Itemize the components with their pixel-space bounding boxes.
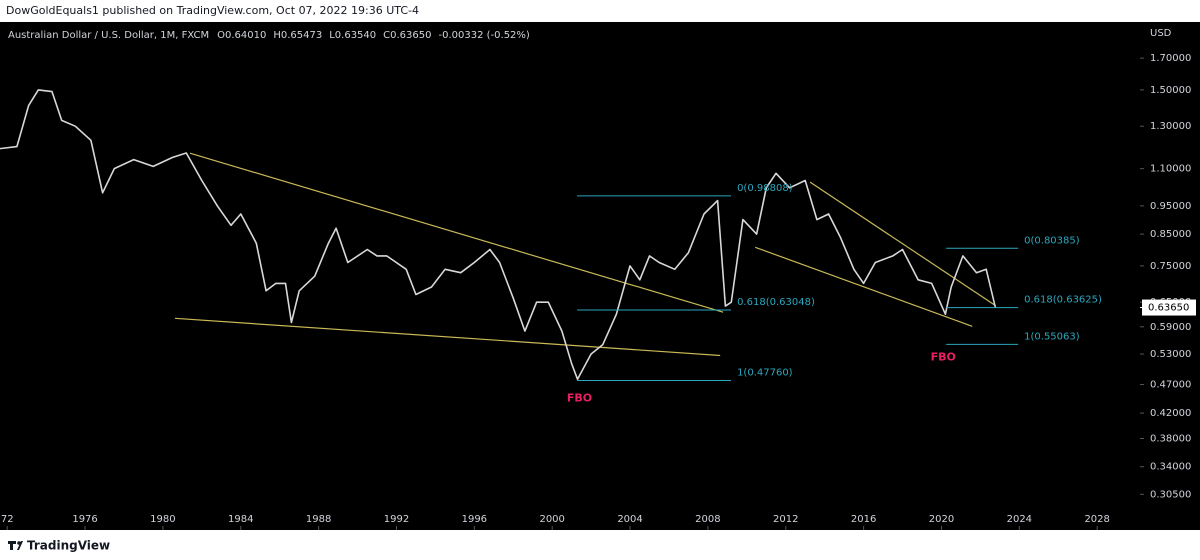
x-tick-label: 1992 (384, 514, 409, 525)
byline: DowGoldEquals1 published on TradingView.… (6, 4, 419, 17)
x-tick-label: 1984 (228, 514, 253, 525)
trendline (809, 181, 996, 306)
x-tick-label: 1976 (72, 514, 97, 525)
x-tick-label: 2004 (617, 514, 642, 525)
y-tick-label: 0.34000 (1150, 462, 1191, 473)
x-tick-label: 72 (1, 514, 14, 525)
y-tick-label: 1.70000 (1150, 53, 1191, 64)
y-tick-label: 0.85000 (1150, 229, 1191, 240)
x-tick-label: 2020 (929, 514, 954, 525)
y-tick-label: 0.30500 (1150, 489, 1191, 500)
y-tick-label: 0.95000 (1150, 201, 1191, 212)
brand-logo (8, 541, 23, 550)
fib-label: 1(0.47760) (737, 367, 793, 378)
trendline (754, 246, 973, 327)
fib-label: 1(0.55063) (1024, 331, 1080, 342)
y-tick-label: 0.53000 (1150, 349, 1191, 360)
x-tick-label: 2028 (1084, 514, 1109, 525)
chart-title: Australian Dollar / U.S. Dollar, 1M, FXC… (8, 30, 209, 41)
trendline (189, 152, 724, 313)
y-tick-label: 1.30000 (1150, 121, 1191, 132)
ohlc-readout: H0.65473 (273, 30, 322, 41)
ohlc-readout: O0.64010 (217, 30, 266, 41)
x-tick-label: 1980 (150, 514, 175, 525)
x-tick-label: 1988 (306, 514, 331, 525)
x-tick-label: 2000 (539, 514, 564, 525)
x-tick-label: 2012 (773, 514, 798, 525)
ohlc-readout: -0.00332 (-0.52%) (439, 30, 530, 41)
annotation: FBO (567, 391, 592, 404)
brand: TradingView (27, 539, 110, 553)
y-tick-label: 0.59000 (1150, 322, 1191, 333)
x-tick-label: 2016 (851, 514, 876, 525)
ohlc-readout: C0.63650 (383, 30, 431, 41)
header-bar (0, 0, 1200, 22)
fib-label: 0.618(0.63048) (737, 297, 815, 308)
x-tick-label: 2024 (1007, 514, 1032, 525)
x-tick-label: 2008 (695, 514, 720, 525)
fib-label: 0(0.98808) (737, 183, 793, 194)
fib-label: 0(0.80385) (1024, 235, 1080, 246)
y-tick-label: 0.47000 (1150, 380, 1191, 391)
last-price-label: 0.63650 (1148, 303, 1189, 314)
currency-label: USD (1150, 28, 1172, 39)
trendline (174, 317, 721, 357)
fib-label: 0.618(0.63625) (1024, 295, 1102, 306)
last-price-box (1142, 299, 1196, 316)
ohlc-readout: L0.63540 (329, 30, 376, 41)
y-tick-label: 1.50000 (1150, 85, 1191, 96)
y-tick-label: 1.10000 (1150, 164, 1191, 175)
annotation: FBO (931, 350, 956, 363)
footer-bar (0, 530, 1200, 560)
y-tick-label: 0.38000 (1150, 433, 1191, 444)
x-tick-label: 1996 (462, 514, 487, 525)
y-tick-label: 0.75000 (1150, 261, 1191, 272)
price-line (0, 89, 997, 380)
y-tick-label: 0.42000 (1150, 408, 1191, 419)
